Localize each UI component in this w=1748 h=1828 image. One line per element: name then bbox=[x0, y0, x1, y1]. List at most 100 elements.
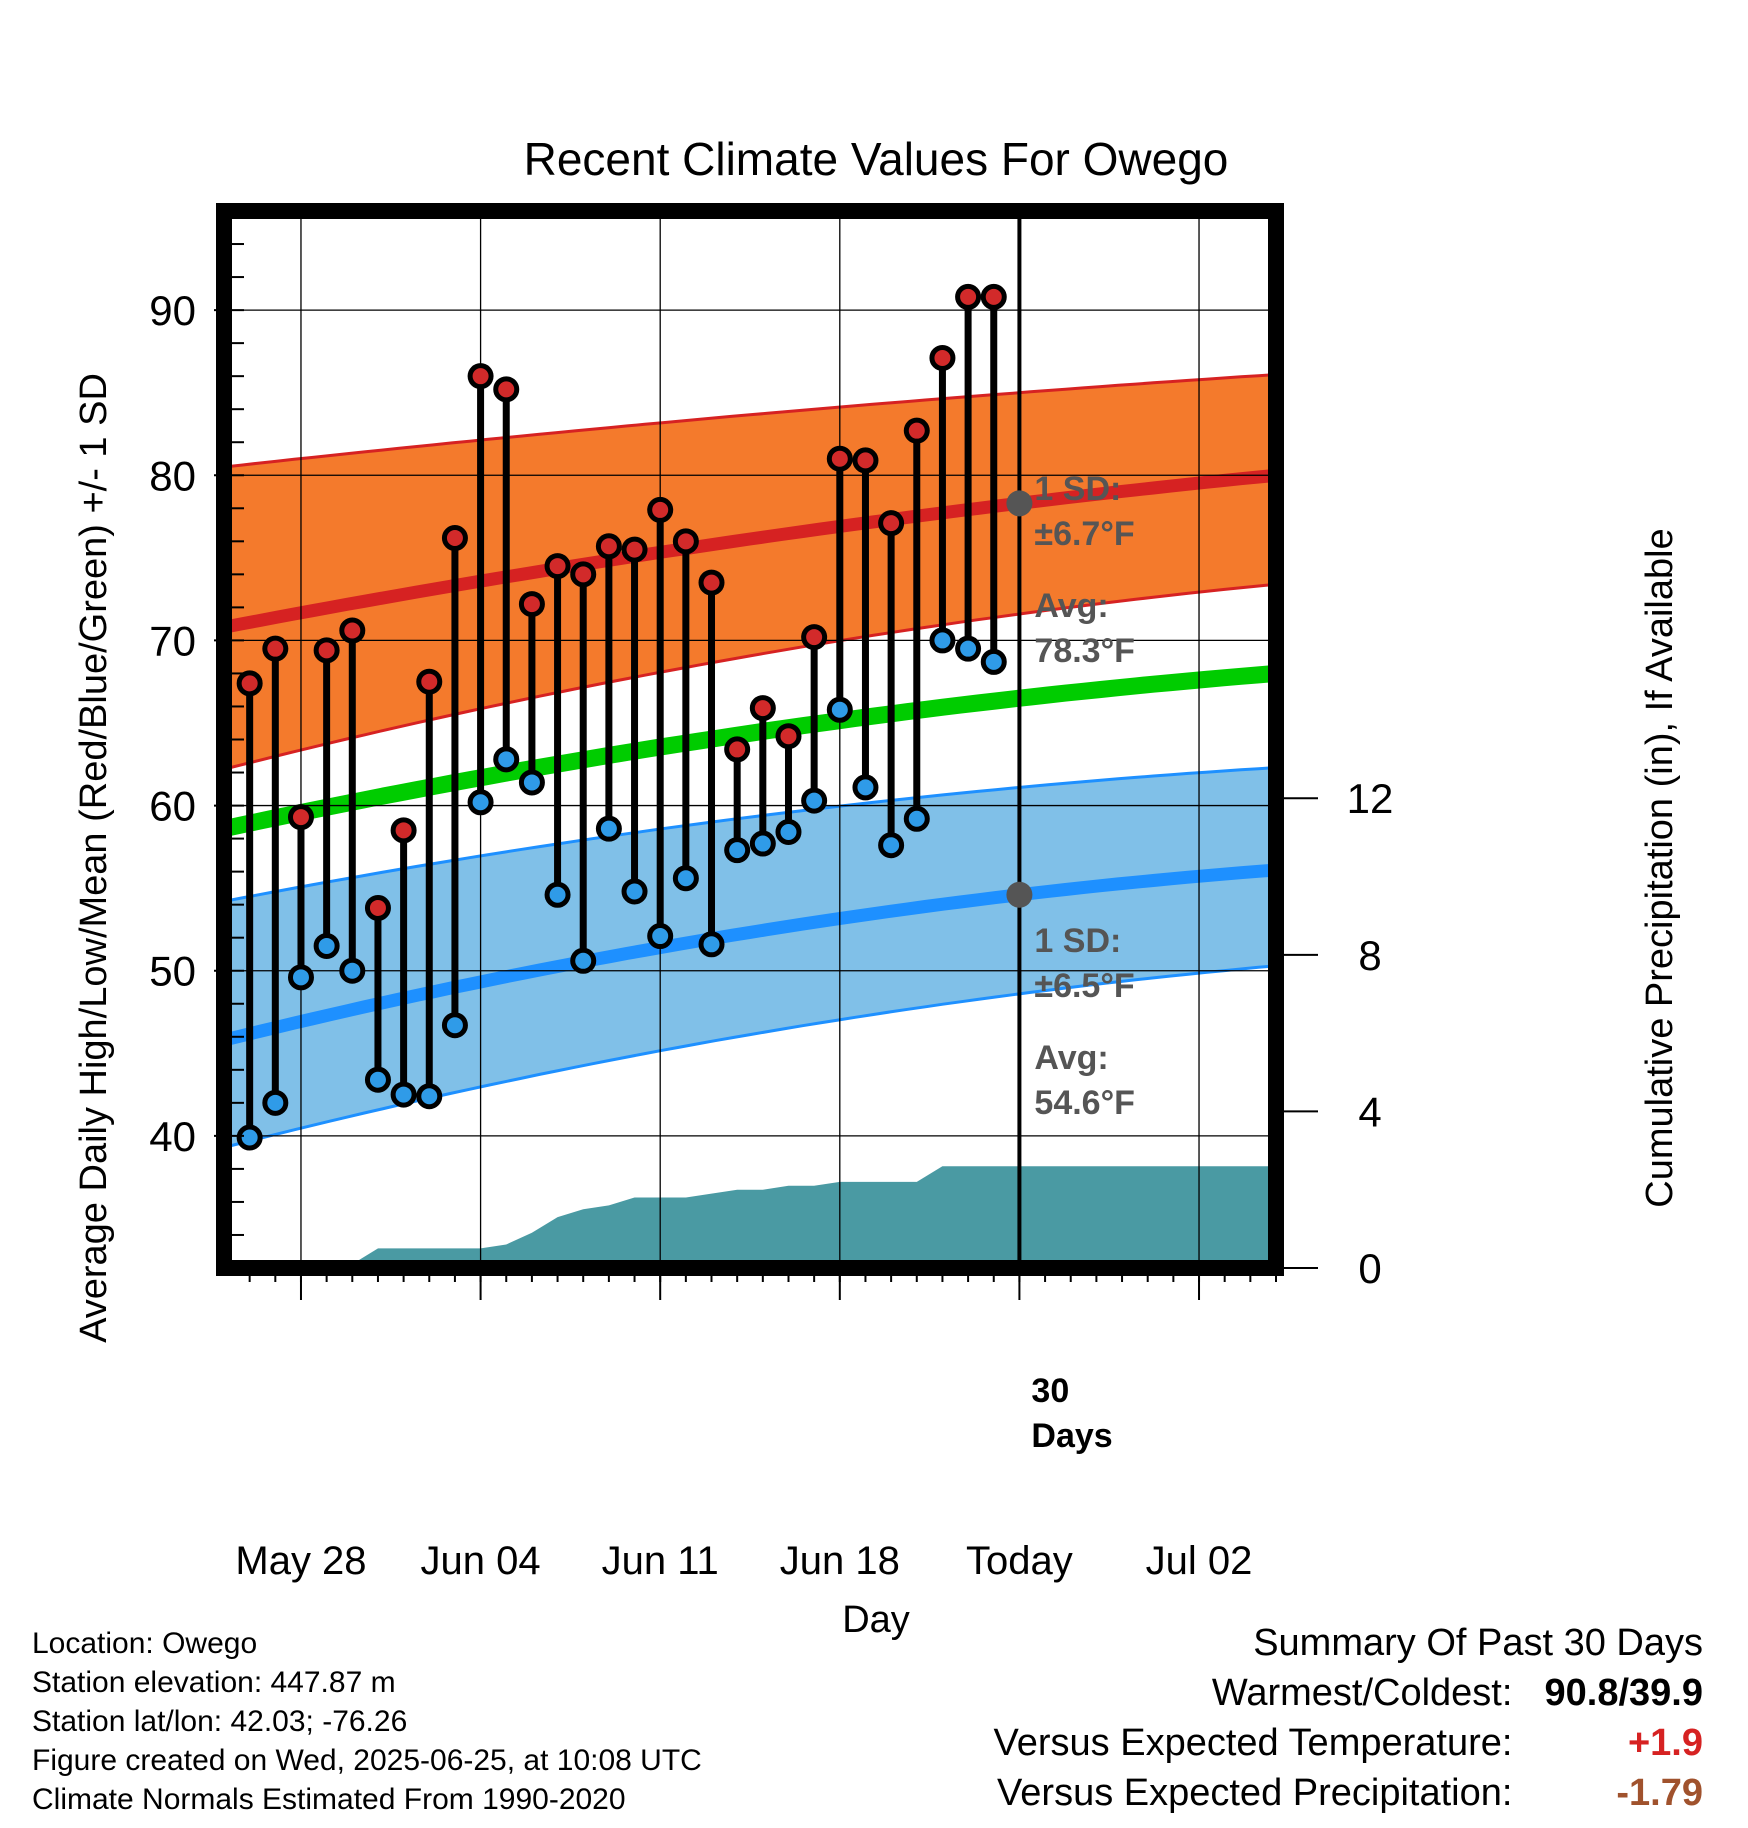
y2-tick-label: 0 bbox=[1358, 1245, 1381, 1292]
high-point bbox=[878, 510, 905, 537]
summary-title: Summary Of Past 30 Days bbox=[1253, 1622, 1703, 1664]
high-point bbox=[493, 376, 520, 403]
summary-temp-value: +1.9 bbox=[1627, 1722, 1703, 1764]
summary-temp-row: Versus Expected Temperature: +1.9 bbox=[994, 1718, 1703, 1768]
high-point bbox=[647, 496, 674, 523]
location-text: Location: Owego bbox=[32, 1627, 258, 1660]
x-axis: May 28 Jun 04 Jun 11 Jun 18 Today Jul 02 bbox=[235, 1268, 1277, 1583]
summary-precip-value: -1.79 bbox=[1616, 1772, 1703, 1814]
created-text: Figure created on Wed, 2025-06-25, at 10… bbox=[32, 1744, 702, 1777]
high-point bbox=[852, 447, 879, 474]
normal-mean-line bbox=[224, 664, 1276, 838]
high-sd-band bbox=[224, 372, 1276, 771]
normals-text: Climate Normals Estimated From 1990-2020 bbox=[32, 1783, 626, 1816]
high-point bbox=[287, 804, 314, 831]
high-sd-value: ±6.7°F bbox=[1034, 515, 1134, 553]
low-point bbox=[980, 648, 1007, 675]
low-point bbox=[672, 865, 699, 892]
low-point bbox=[749, 830, 776, 857]
y-axis-label: Average Daily High/Low/Mean (Red/Blue/Gr… bbox=[73, 373, 115, 1343]
low-sd-label: 1 SD: bbox=[1034, 922, 1121, 960]
high-point bbox=[467, 363, 494, 390]
summary-precip-row: Versus Expected Precipitation: -1.79 bbox=[994, 1768, 1703, 1818]
low-point bbox=[903, 805, 930, 832]
y-tick-label: 40 bbox=[149, 1113, 196, 1160]
high-point bbox=[698, 569, 725, 596]
high-point bbox=[236, 670, 263, 697]
high-point bbox=[262, 635, 289, 662]
low-point bbox=[390, 1081, 417, 1108]
high-point bbox=[724, 736, 751, 763]
low-sd-value: ±6.5°F bbox=[1034, 967, 1134, 1005]
high-avg-label: Avg: bbox=[1034, 587, 1108, 625]
y-tick-label: 60 bbox=[149, 783, 196, 830]
high-sd-label: 1 SD: bbox=[1034, 470, 1121, 508]
high-point bbox=[775, 723, 802, 750]
low-point bbox=[518, 769, 545, 796]
x-tick-label: Today bbox=[966, 1539, 1073, 1583]
low-point bbox=[570, 947, 597, 974]
x-tick-label: Jul 02 bbox=[1146, 1539, 1253, 1583]
low-point bbox=[416, 1083, 443, 1110]
low-point bbox=[878, 832, 905, 859]
low-point bbox=[852, 774, 879, 801]
high-point bbox=[416, 668, 443, 695]
high-point bbox=[570, 561, 597, 588]
y-tick-label: 80 bbox=[149, 452, 196, 499]
latlon-text: Station lat/lon: 42.03; -76.26 bbox=[32, 1705, 408, 1738]
low-point bbox=[467, 789, 494, 816]
high-point bbox=[595, 533, 622, 560]
high-point bbox=[903, 417, 930, 444]
precip-area bbox=[224, 1166, 1276, 1268]
y-tick-label: 50 bbox=[149, 948, 196, 995]
high-point bbox=[672, 528, 699, 555]
low-point bbox=[364, 1066, 391, 1093]
y2-tick-label: 8 bbox=[1358, 932, 1381, 979]
high-point bbox=[929, 344, 956, 371]
high-point bbox=[801, 624, 828, 651]
x-axis-label: Day bbox=[842, 1599, 910, 1641]
y-tick-label: 70 bbox=[149, 617, 196, 664]
high-point bbox=[955, 283, 982, 310]
x-tick-label: Jun 18 bbox=[780, 1539, 900, 1583]
station-info: Location: Owego Station elevation: 447.8… bbox=[32, 1624, 702, 1819]
low-point bbox=[313, 932, 340, 959]
y-tick-label: 90 bbox=[149, 287, 196, 334]
low-point bbox=[236, 1124, 263, 1151]
y2-axis-label: Cumulative Precipitation (in), If Availa… bbox=[1639, 528, 1681, 1207]
low-point bbox=[724, 837, 751, 864]
plot-frame bbox=[216, 203, 1284, 1276]
low-point bbox=[647, 923, 674, 950]
low-point bbox=[826, 696, 853, 723]
normal-low-line bbox=[224, 863, 1276, 1047]
low-point bbox=[262, 1089, 289, 1116]
x-tick-label: Jun 11 bbox=[602, 1539, 719, 1583]
high-point bbox=[364, 894, 391, 921]
high-point bbox=[749, 695, 776, 722]
x-tick-label: Jun 04 bbox=[421, 1539, 541, 1583]
x-tick-label: May 28 bbox=[235, 1539, 366, 1583]
low-point bbox=[955, 635, 982, 662]
summary-warmest-row: Warmest/Coldest: 90.8/39.9 bbox=[994, 1668, 1703, 1718]
low-point bbox=[621, 878, 648, 905]
high-point bbox=[441, 525, 468, 552]
today-high-normal-marker bbox=[1006, 490, 1033, 517]
high-point bbox=[313, 637, 340, 664]
high-point bbox=[621, 536, 648, 563]
high-point bbox=[518, 591, 545, 618]
low-point bbox=[287, 964, 314, 991]
low-point bbox=[929, 627, 956, 654]
high-point bbox=[390, 817, 417, 844]
chart-title: Recent Climate Values For Owego bbox=[524, 133, 1229, 185]
low-point bbox=[544, 881, 571, 908]
elevation-text: Station elevation: 447.87 m bbox=[32, 1666, 396, 1699]
plot-interior bbox=[224, 211, 1276, 1268]
y2-axis: 0 4 8 12 bbox=[1276, 775, 1393, 1292]
normal-high-line bbox=[224, 468, 1276, 634]
low-avg-value: 54.6°F bbox=[1034, 1084, 1135, 1122]
summary-precip-label: Versus Expected Precipitation: bbox=[997, 1772, 1513, 1814]
high-point bbox=[826, 445, 853, 472]
low-point bbox=[801, 787, 828, 814]
low-avg-label: Avg: bbox=[1034, 1039, 1108, 1077]
